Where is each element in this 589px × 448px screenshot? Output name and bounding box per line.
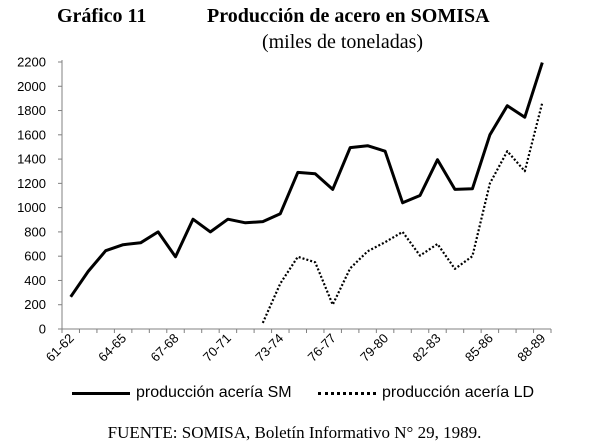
x-tick-label: 79-80 <box>357 331 391 365</box>
y-tick-label: 1800 <box>17 103 46 118</box>
y-tick-label: 1400 <box>17 152 46 167</box>
chart-title: Producción de acero en SOMISA <box>207 5 490 27</box>
y-tick-label: 2000 <box>17 79 46 94</box>
figure-number: Gráfico 11 <box>57 5 147 27</box>
x-axis: 61-62 64-65 67-68 70-71 73-74 76-77 79-80 82-83… <box>43 328 552 365</box>
y-tick-label: 0 <box>39 322 46 337</box>
y-tick-label: 400 <box>24 273 46 288</box>
y-tick-label: 600 <box>24 249 46 264</box>
x-tick-label: 88-89 <box>514 331 548 365</box>
y-tick-label: 2200 <box>17 55 46 70</box>
chart-legend: producción acería SM producción acería L… <box>0 384 589 406</box>
y-axis: 0 200 400 600 800 1000 1200 1400 1600 1800 2000 220… <box>17 55 63 337</box>
y-tick-label: 1200 <box>17 176 46 191</box>
x-tick-label: 85-86 <box>462 331 496 365</box>
y-tick-label: 1000 <box>17 200 46 215</box>
x-tick-label: 61-62 <box>43 331 77 365</box>
source-note: FUENTE: SOMISA, Boletín Informativo N° 2… <box>107 423 482 442</box>
x-tick-label: 70-71 <box>200 331 234 365</box>
y-tick-label: 1600 <box>17 127 46 142</box>
legend-item-sm: producción acería SM <box>72 384 292 402</box>
series-layer <box>69 62 544 324</box>
x-tick-label: 67-68 <box>148 331 182 365</box>
series-line-sm <box>69 62 544 298</box>
y-tick-label: 200 <box>24 297 46 312</box>
legend-label-ld: producción acería LD <box>382 384 535 401</box>
chart-subtitle: (miles de toneladas) <box>261 31 424 53</box>
x-tick-label: 76-77 <box>305 331 339 365</box>
x-tick-label: 82-83 <box>409 331 443 365</box>
legend-swatch-solid <box>72 391 130 395</box>
series-line-ld <box>261 102 544 324</box>
chart-title-row: Gráfico 11 Producción de acero en SOMISA <box>0 2 589 30</box>
y-tick-label: 800 <box>24 224 46 239</box>
legend-swatch-dotted <box>318 391 376 395</box>
x-tick-label: 64-65 <box>95 331 129 365</box>
x-tick-label: 73-74 <box>252 331 286 365</box>
legend-item-ld: producción acería LD <box>318 384 534 402</box>
legend-label-sm: producción acería SM <box>136 384 292 401</box>
